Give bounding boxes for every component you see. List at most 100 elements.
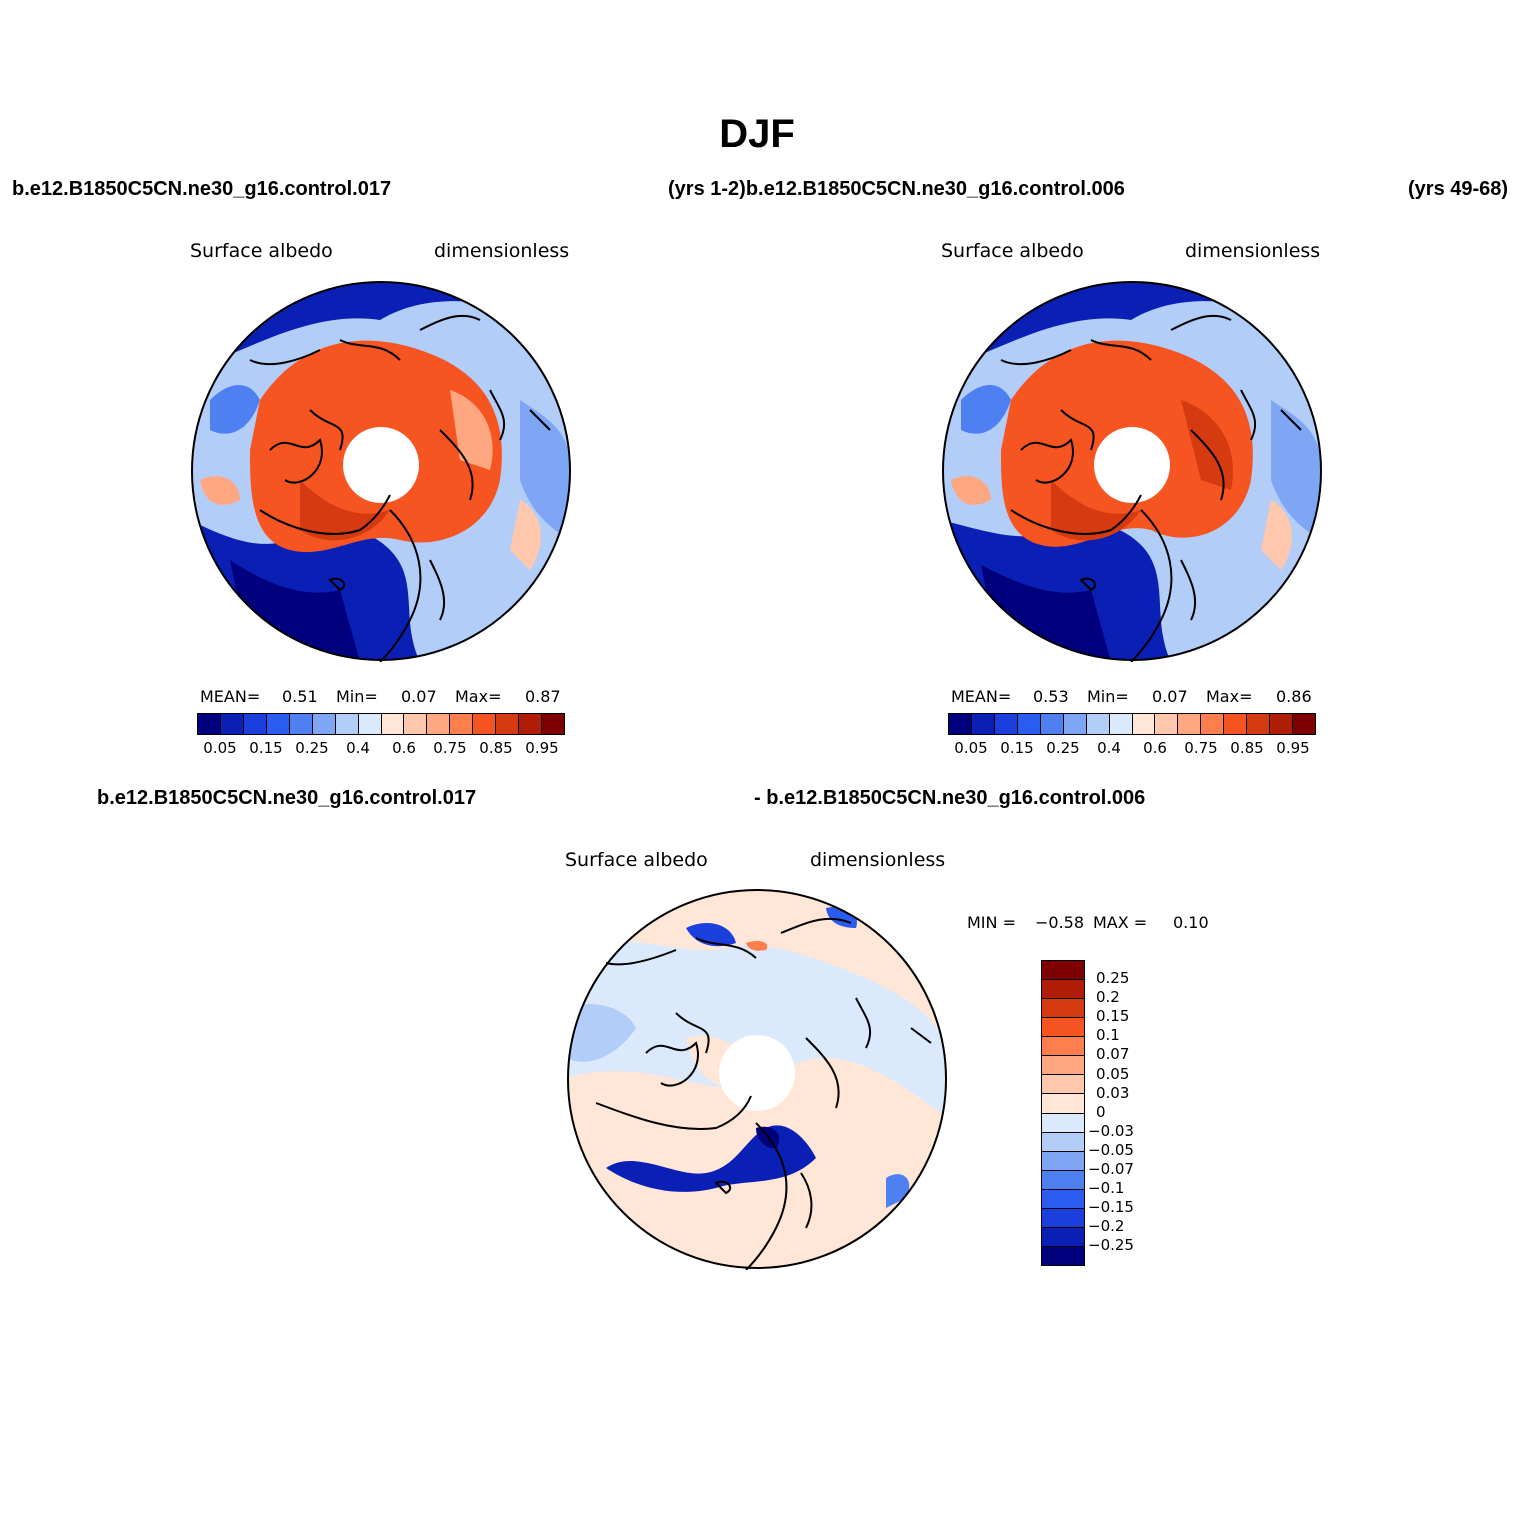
colorbar-tick-label: 0.75 — [1184, 739, 1218, 757]
colorbar-swatch — [335, 714, 359, 734]
colorbar-swatch — [1201, 714, 1225, 734]
colorbar-tick-label: 0.4 — [1097, 739, 1121, 757]
panel1-min-value: 0.07 — [401, 687, 437, 706]
main-title: DJF — [719, 112, 795, 156]
colorbar-swatch — [198, 714, 221, 734]
colorbar-tick-label: 0.2 — [1096, 988, 1120, 1007]
colorbar-swatch — [1042, 961, 1084, 981]
diff-min-value: −0.58 — [1035, 913, 1085, 932]
colorbar-tick-label: 0.6 — [1143, 739, 1167, 757]
colorbar-tick-label: 0.4 — [346, 739, 370, 757]
colorbar-swatch — [1063, 714, 1087, 734]
case-years-right: (yrs 49-68) — [1408, 178, 1508, 200]
panel2-units: dimensionless — [1185, 240, 1321, 262]
panel1-mean-label: MEAN= — [200, 687, 261, 706]
panel1-polar-map — [191, 281, 571, 662]
colorbar-swatch — [971, 714, 995, 734]
panel1-max-label: Max= — [455, 687, 502, 706]
diff-max-value: 0.10 — [1173, 913, 1209, 932]
colorbar-tick-label: 0.25 — [1046, 739, 1080, 757]
colorbar-tick-label: 0.25 — [295, 739, 329, 757]
colorbar-swatch — [404, 714, 428, 734]
colorbar-swatch — [1247, 714, 1271, 734]
colorbar-tick-label: −0.1 — [1088, 1179, 1125, 1198]
colorbar-swatch — [266, 714, 290, 734]
case-title-middle: (yrs 1-2)b.e12.B1850C5CN.ne30_g16.contro… — [668, 178, 1125, 200]
colorbar-swatch — [1042, 1208, 1084, 1228]
colorbar-tick-label: 0.75 — [433, 739, 467, 757]
colorbar-tick-label: 0.03 — [1096, 1083, 1130, 1102]
colorbar-tick-label: −0.15 — [1088, 1198, 1134, 1217]
colorbar-swatch — [1155, 714, 1179, 734]
panel2-min-label: Min= — [1087, 687, 1129, 706]
colorbar-swatch — [243, 714, 267, 734]
colorbar-swatch — [1042, 1246, 1084, 1265]
panel1-min-label: Min= — [336, 687, 378, 706]
panel1-variable: Surface albedo — [190, 240, 333, 262]
colorbar-tick-label: −0.2 — [1088, 1217, 1125, 1236]
colorbar-swatch — [1042, 999, 1084, 1019]
diff-colorbar — [1041, 960, 1085, 1266]
colorbar-tick-label: −0.25 — [1088, 1236, 1134, 1255]
colorbar-swatch — [542, 714, 564, 734]
diff-max-label: MAX = — [1093, 913, 1148, 932]
colorbar-tick-label: 0.85 — [479, 739, 513, 757]
colorbar-swatch — [1042, 1151, 1084, 1171]
colorbar-swatch — [289, 714, 313, 734]
colorbar-swatch — [496, 714, 520, 734]
colorbar-swatch — [1042, 1170, 1084, 1190]
panel2-max-label: Max= — [1206, 687, 1253, 706]
colorbar-swatch — [1042, 1037, 1084, 1057]
diff-min-label: MIN = — [967, 913, 1016, 932]
colorbar-swatch — [473, 714, 497, 734]
colorbar-swatch — [1086, 714, 1110, 734]
colorbar-swatch — [1042, 1094, 1084, 1114]
colorbar-swatch — [1042, 980, 1084, 1000]
panel1-colorbar — [197, 713, 565, 735]
diff-variable: Surface albedo — [565, 849, 708, 871]
colorbar-tick-label: 0.1 — [1096, 1026, 1120, 1045]
colorbar-swatch — [1042, 1189, 1084, 1209]
panel2-variable: Surface albedo — [941, 240, 1084, 262]
diff-polar-map — [567, 889, 947, 1270]
diff-units: dimensionless — [810, 849, 946, 871]
diff-title-left: b.e12.B1850C5CN.ne30_g16.control.017 — [97, 787, 477, 809]
colorbar-tick-label: 0.05 — [954, 739, 988, 757]
panel1-max-value: 0.87 — [525, 687, 561, 706]
colorbar-swatch — [1042, 1018, 1084, 1038]
colorbar-swatch — [1224, 714, 1248, 734]
colorbar-swatch — [1270, 714, 1294, 734]
colorbar-tick-label: 0.85 — [1230, 739, 1264, 757]
panel1-mean-value: 0.51 — [282, 687, 318, 706]
colorbar-tick-label: 0.05 — [203, 739, 237, 757]
panel2-colorbar — [948, 713, 1316, 735]
colorbar-swatch — [1132, 714, 1156, 734]
colorbar-tick-label: −0.05 — [1088, 1140, 1134, 1159]
panel2-mean-label: MEAN= — [951, 687, 1012, 706]
panel2-polar-map — [942, 281, 1322, 662]
colorbar-swatch — [358, 714, 382, 734]
colorbar-swatch — [949, 714, 972, 734]
colorbar-swatch — [427, 714, 451, 734]
colorbar-swatch — [220, 714, 244, 734]
colorbar-tick-label: 0.25 — [1096, 969, 1130, 987]
colorbar-swatch — [1042, 1056, 1084, 1076]
panel2-mean-value: 0.53 — [1033, 687, 1069, 706]
colorbar-swatch — [1042, 1227, 1084, 1247]
colorbar-swatch — [1042, 1132, 1084, 1152]
colorbar-swatch — [450, 714, 474, 734]
colorbar-tick-label: 0.95 — [525, 739, 559, 757]
colorbar-swatch — [1017, 714, 1041, 734]
colorbar-swatch — [1042, 1075, 1084, 1095]
diff-title-right: - b.e12.B1850C5CN.ne30_g16.control.006 — [754, 787, 1146, 809]
colorbar-tick-label: 0.05 — [1096, 1064, 1130, 1083]
colorbar-swatch — [1040, 714, 1064, 734]
colorbar-tick-label: 0.07 — [1096, 1045, 1130, 1064]
case-title-left: b.e12.B1850C5CN.ne30_g16.control.017 — [12, 178, 392, 200]
colorbar-tick-label: 0.15 — [249, 739, 283, 757]
colorbar-swatch — [1293, 714, 1315, 734]
colorbar-swatch — [1109, 714, 1133, 734]
panel1-units: dimensionless — [434, 240, 570, 262]
colorbar-swatch — [381, 714, 405, 734]
colorbar-tick-label: −0.07 — [1088, 1160, 1134, 1178]
